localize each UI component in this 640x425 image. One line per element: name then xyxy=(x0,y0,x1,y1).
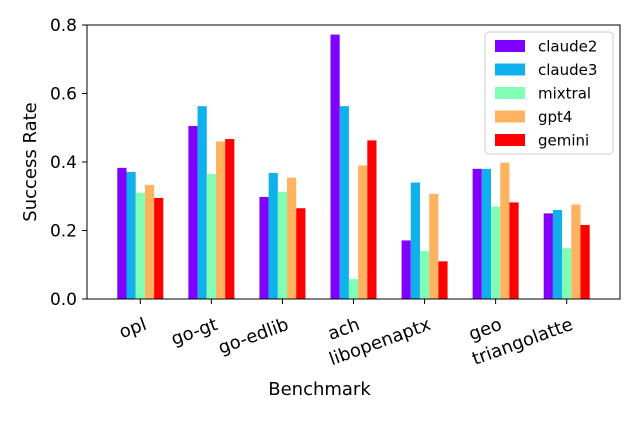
x-tick-label: go-gt xyxy=(168,314,220,350)
y-tick-label: 0.2 xyxy=(50,222,77,242)
legend: claude2 claude3 mixtral gpt4 gemini xyxy=(484,31,614,155)
bar-claude2-go-edlib xyxy=(259,196,269,299)
bar-mixtral-libopenaptx xyxy=(419,251,430,299)
bar-claude3-ach xyxy=(339,106,349,299)
legend-label-claude3: claude3 xyxy=(538,61,597,79)
y-axis-ticks: 0.0 0.2 0.4 0.6 0.8 xyxy=(50,16,87,310)
legend-swatch-claude3 xyxy=(495,63,525,76)
bar-gpt4-geo xyxy=(500,162,510,299)
x-tick-label: go-edlib xyxy=(216,314,292,359)
bar-claude3-go-edlib xyxy=(268,172,278,299)
bar-claude2-opl xyxy=(117,167,127,299)
x-tick-label: opl xyxy=(116,314,149,343)
bar-claude3-triangolatte xyxy=(552,209,563,299)
y-tick-label: 0.8 xyxy=(50,16,77,36)
x-axis-title: Benchmark xyxy=(268,379,371,400)
bar-gemini-go-edlib xyxy=(296,208,306,299)
bars-layer xyxy=(117,34,590,300)
bar-gemini-opl xyxy=(154,197,164,299)
bar-gpt4-triangolatte xyxy=(571,204,581,299)
bar-mixtral-geo xyxy=(491,206,501,299)
y-tick-label: 0.4 xyxy=(50,153,77,173)
bar-claude2-libopenaptx xyxy=(401,240,411,299)
legend-swatch-gpt4 xyxy=(495,110,525,123)
bar-gemini-go-gt xyxy=(225,139,235,299)
legend-label-gemini: gemini xyxy=(538,132,589,150)
bar-mixtral-triangolatte xyxy=(562,248,572,299)
y-tick-label: 0.6 xyxy=(50,85,77,105)
legend-label-gpt4: gpt4 xyxy=(538,108,572,126)
bar-gpt4-opl xyxy=(144,184,155,299)
bar-gpt4-ach xyxy=(358,165,368,299)
bar-gemini-ach xyxy=(367,140,377,299)
bar-claude3-libopenaptx xyxy=(410,182,420,299)
bar-gpt4-go-gt xyxy=(215,141,226,299)
bar-mixtral-opl xyxy=(135,192,145,299)
plot-frame xyxy=(86,24,621,300)
bar-gemini-geo xyxy=(509,202,519,299)
legend-swatch-claude2 xyxy=(495,40,525,52)
bar-claude2-ach xyxy=(330,34,340,300)
legend-swatch-mixtral xyxy=(495,87,525,99)
legend-label-claude2: claude2 xyxy=(538,38,597,56)
legend-label-mixtral: mixtral xyxy=(538,85,591,103)
bar-gemini-libopenaptx xyxy=(438,261,448,299)
bar-claude2-geo xyxy=(472,168,482,299)
bar-gpt4-libopenaptx xyxy=(429,193,439,299)
bar-claude2-go-gt xyxy=(188,126,198,299)
bar-gemini-triangolatte xyxy=(580,225,590,299)
bar-mixtral-go-edlib xyxy=(277,191,288,299)
bar-gpt4-go-edlib xyxy=(287,177,297,299)
legend-box xyxy=(484,31,614,155)
bar-claude3-opl xyxy=(126,171,136,299)
bar-claude3-go-gt xyxy=(197,106,207,299)
y-axis-title: Success Rate xyxy=(20,102,41,221)
bar-mixtral-go-gt xyxy=(206,173,216,299)
bar-claude2-triangolatte xyxy=(543,213,553,299)
bar-claude3-geo xyxy=(481,168,492,299)
legend-swatch-gemini xyxy=(495,134,525,146)
bar-mixtral-ach xyxy=(348,279,359,299)
y-tick-label: 0.0 xyxy=(50,290,77,310)
